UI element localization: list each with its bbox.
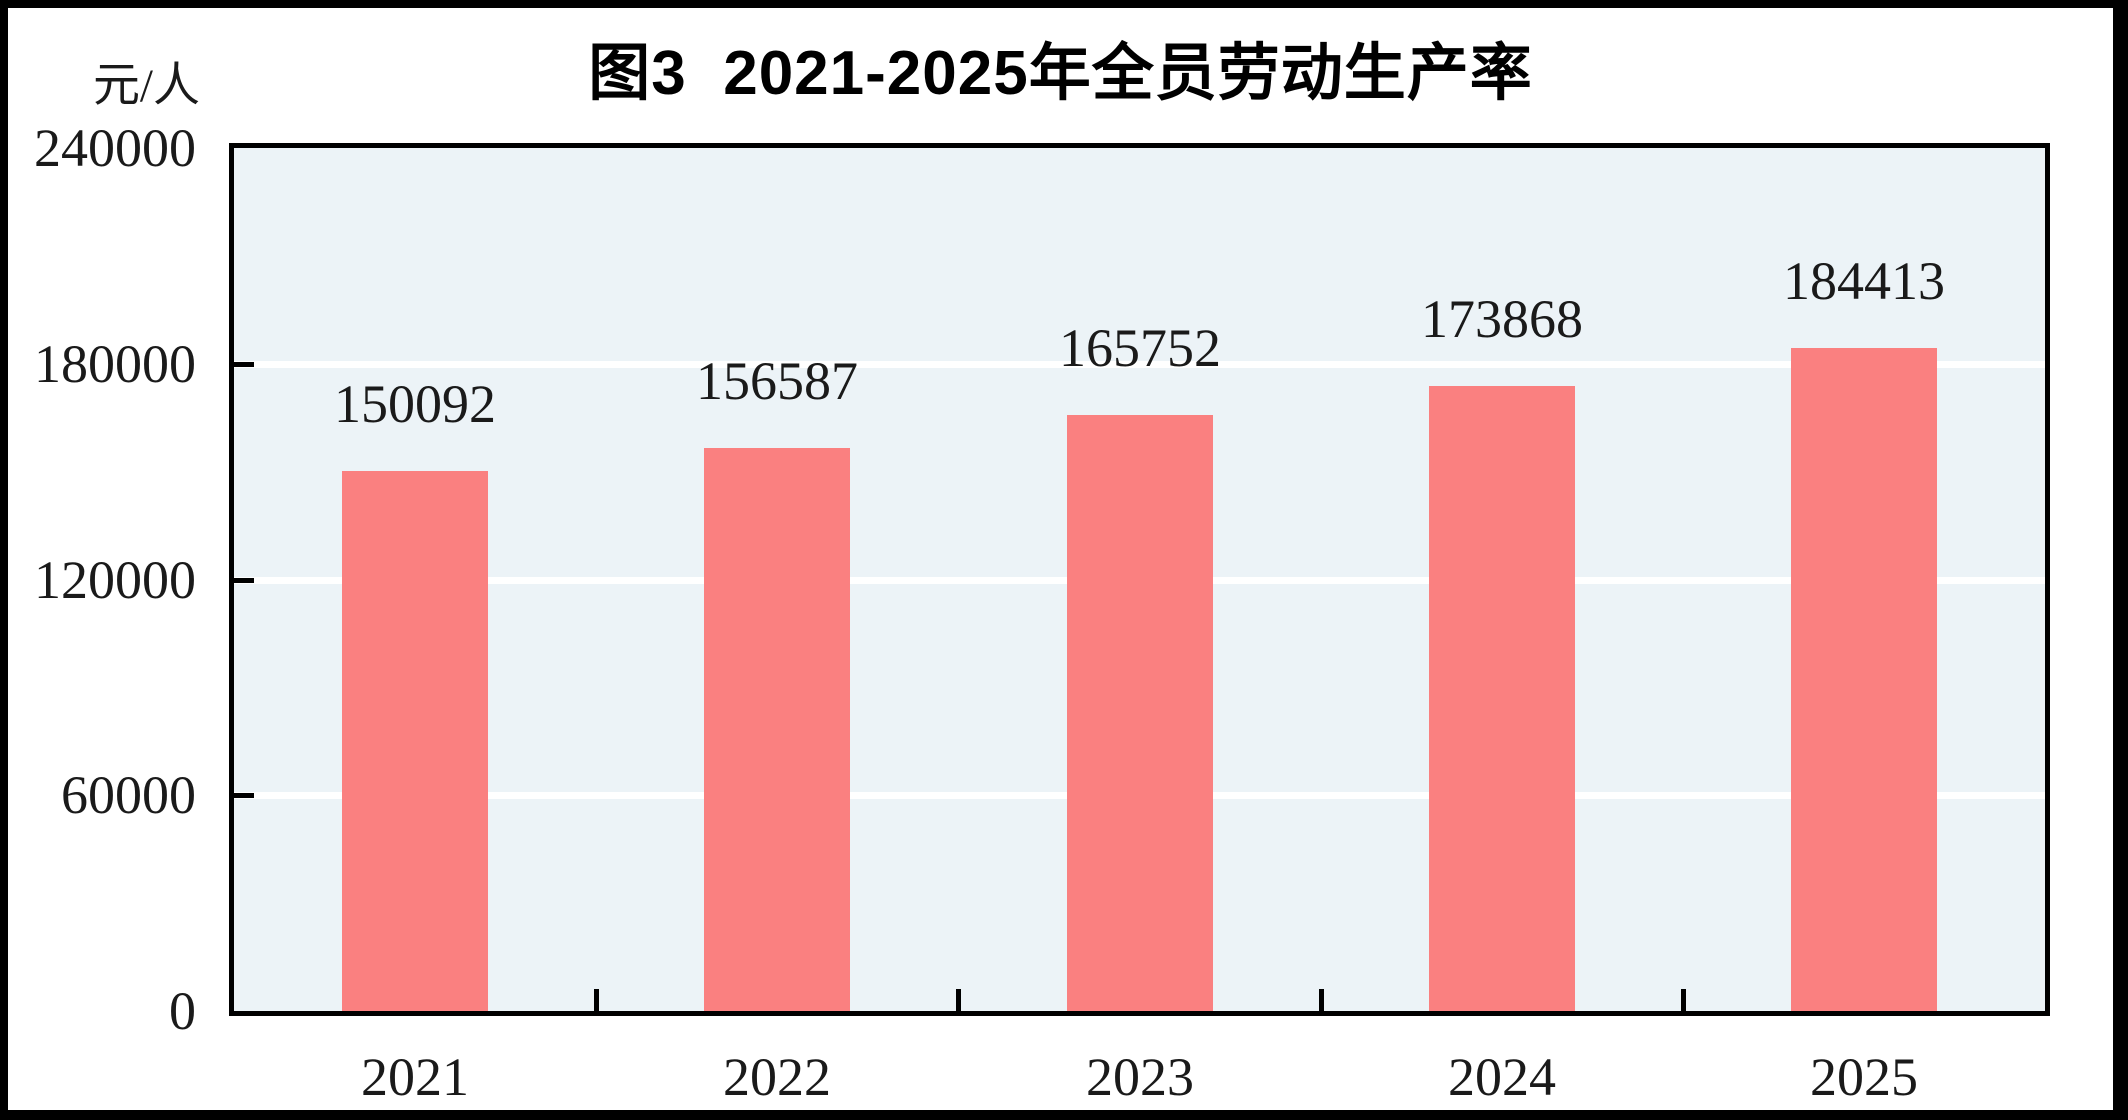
y-axis-tick xyxy=(234,578,254,583)
x-axis-tick xyxy=(594,989,599,1011)
y-tick-label: 120000 xyxy=(34,550,196,610)
x-axis-tick xyxy=(956,989,961,1011)
bar-value-label: 165752 xyxy=(1059,318,1221,378)
bar xyxy=(342,471,488,1011)
y-axis-tick xyxy=(234,362,254,367)
x-tick-label: 2025 xyxy=(1810,1047,1918,1107)
x-tick-label: 2022 xyxy=(723,1047,831,1107)
bar-value-label: 156587 xyxy=(696,351,858,411)
y-axis-tick xyxy=(234,793,254,798)
gridline xyxy=(234,361,2045,368)
y-tick-label: 240000 xyxy=(34,118,196,178)
x-axis-tick xyxy=(1681,989,1686,1011)
y-tick-label: 60000 xyxy=(61,765,196,825)
bar-value-label: 150092 xyxy=(334,374,496,434)
y-tick-label: 180000 xyxy=(34,334,196,394)
bar xyxy=(1791,348,1937,1011)
x-axis-tick xyxy=(1319,989,1324,1011)
bar xyxy=(1067,415,1213,1011)
bar-value-label: 173868 xyxy=(1421,289,1583,349)
bar xyxy=(1429,386,1575,1011)
x-tick-label: 2024 xyxy=(1448,1047,1556,1107)
plot-area: 150092 156587 165752 173868 184413 xyxy=(229,143,2050,1016)
x-tick-label: 2023 xyxy=(1086,1047,1194,1107)
bar xyxy=(704,448,850,1011)
chart-title: 图3 2021-2025年全员劳动生产率 xyxy=(588,39,1533,108)
x-tick-label: 2021 xyxy=(361,1047,469,1107)
y-tick-label: 0 xyxy=(169,981,196,1041)
y-axis-unit-label: 元/人 xyxy=(92,60,200,112)
bar-value-label: 184413 xyxy=(1783,251,1945,311)
